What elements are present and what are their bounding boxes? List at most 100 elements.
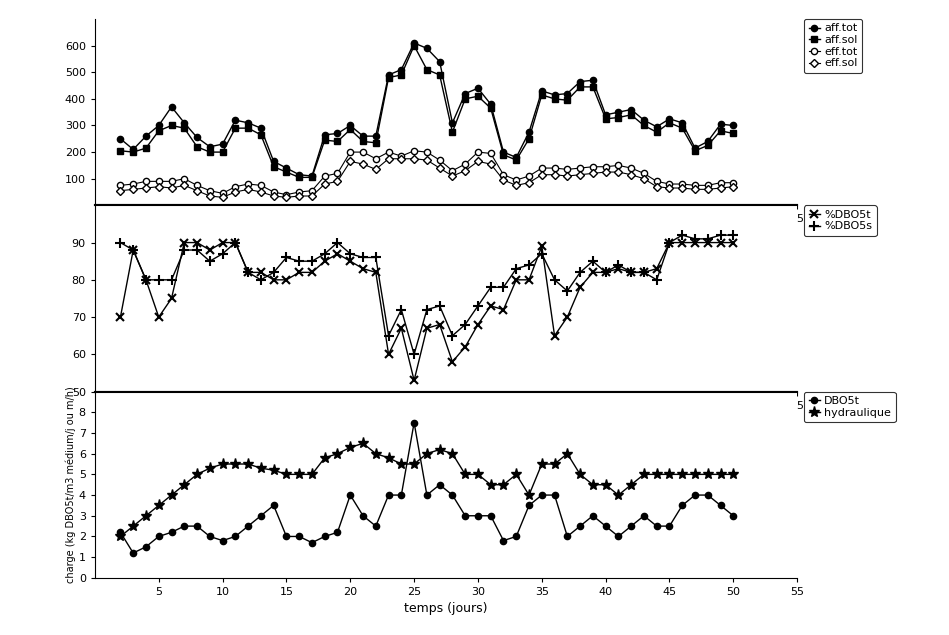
- %DBO5t: [587, 269, 599, 276]
- aff.sol: [166, 122, 177, 130]
- eff.tot: [396, 152, 407, 160]
- %DBO5s: [344, 250, 356, 258]
- Line: aff.tot: aff.tot: [118, 40, 736, 179]
- aff.sol: [549, 95, 560, 103]
- hydraulique: [498, 481, 510, 488]
- DBO5t: [587, 512, 599, 519]
- aff.sol: [702, 142, 714, 149]
- aff.sol: [485, 104, 496, 112]
- eff.tot: [511, 177, 522, 184]
- Line: eff.tot: eff.tot: [118, 148, 736, 197]
- %DBO5t: [473, 321, 484, 328]
- eff.tot: [307, 187, 318, 194]
- aff.tot: [549, 91, 560, 98]
- DBO5t: [625, 523, 637, 530]
- DBO5t: [663, 523, 675, 530]
- aff.tot: [677, 119, 688, 126]
- eff.sol: [536, 171, 548, 178]
- hydraulique: [651, 471, 662, 478]
- %DBO5t: [511, 276, 522, 284]
- %DBO5s: [242, 269, 253, 276]
- DBO5t: [613, 533, 624, 540]
- hydraulique: [178, 481, 190, 488]
- aff.tot: [434, 58, 445, 65]
- eff.sol: [459, 167, 471, 175]
- eff.tot: [358, 149, 369, 156]
- DBO5t: [549, 491, 560, 499]
- eff.sol: [178, 182, 190, 189]
- hydraulique: [255, 464, 267, 472]
- eff.sol: [370, 166, 381, 173]
- aff.tot: [625, 105, 637, 113]
- eff.tot: [153, 178, 164, 185]
- %DBO5t: [459, 343, 471, 351]
- aff.sol: [421, 66, 433, 74]
- hydraulique: [344, 444, 356, 451]
- eff.tot: [115, 182, 126, 189]
- %DBO5s: [728, 231, 739, 239]
- %DBO5t: [447, 358, 458, 366]
- eff.tot: [255, 182, 267, 189]
- Line: %DBO5s: %DBO5s: [116, 231, 738, 359]
- eff.tot: [293, 188, 305, 196]
- Legend: DBO5t, hydraulique: DBO5t, hydraulique: [804, 392, 896, 422]
- hydraulique: [166, 491, 177, 499]
- aff.sol: [639, 122, 650, 130]
- aff.tot: [562, 90, 573, 97]
- %DBO5t: [498, 306, 510, 314]
- hydraulique: [702, 471, 714, 478]
- hydraulique: [434, 446, 445, 453]
- aff.tot: [115, 135, 126, 143]
- DBO5t: [370, 523, 381, 530]
- %DBO5s: [574, 269, 586, 276]
- hydraulique: [332, 450, 344, 457]
- DBO5t: [485, 512, 496, 519]
- %DBO5t: [715, 239, 726, 246]
- eff.tot: [523, 172, 534, 180]
- %DBO5t: [408, 377, 419, 384]
- aff.sol: [459, 95, 471, 103]
- eff.tot: [140, 178, 152, 185]
- aff.sol: [677, 124, 688, 132]
- Line: DBO5t: DBO5t: [118, 420, 736, 556]
- %DBO5s: [127, 246, 139, 254]
- %DBO5s: [217, 250, 229, 258]
- eff.sol: [166, 184, 177, 192]
- hydraulique: [447, 450, 458, 457]
- hydraulique: [242, 460, 253, 468]
- DBO5t: [178, 523, 190, 530]
- aff.tot: [511, 154, 522, 161]
- hydraulique: [204, 464, 215, 472]
- aff.sol: [178, 124, 190, 132]
- %DBO5s: [293, 257, 305, 265]
- aff.sol: [268, 163, 279, 171]
- hydraulique: [319, 454, 330, 462]
- aff.sol: [651, 128, 662, 136]
- eff.tot: [192, 182, 203, 189]
- eff.sol: [230, 188, 241, 196]
- aff.sol: [217, 149, 229, 156]
- aff.tot: [242, 119, 253, 126]
- %DBO5s: [192, 246, 203, 254]
- DBO5t: [192, 523, 203, 530]
- eff.tot: [421, 149, 433, 156]
- %DBO5s: [332, 239, 344, 246]
- hydraulique: [639, 471, 650, 478]
- aff.sol: [587, 83, 599, 91]
- %DBO5t: [307, 269, 318, 276]
- %DBO5s: [230, 239, 241, 246]
- DBO5t: [523, 502, 534, 509]
- aff.sol: [370, 139, 381, 147]
- %DBO5s: [625, 269, 637, 276]
- eff.sol: [293, 192, 305, 200]
- eff.tot: [485, 150, 496, 157]
- %DBO5s: [178, 246, 190, 254]
- %DBO5s: [204, 257, 215, 265]
- aff.sol: [230, 124, 241, 132]
- %DBO5t: [434, 321, 445, 328]
- %DBO5s: [421, 306, 433, 314]
- aff.sol: [408, 42, 419, 50]
- eff.sol: [255, 188, 267, 196]
- aff.tot: [651, 123, 662, 131]
- DBO5t: [536, 491, 548, 499]
